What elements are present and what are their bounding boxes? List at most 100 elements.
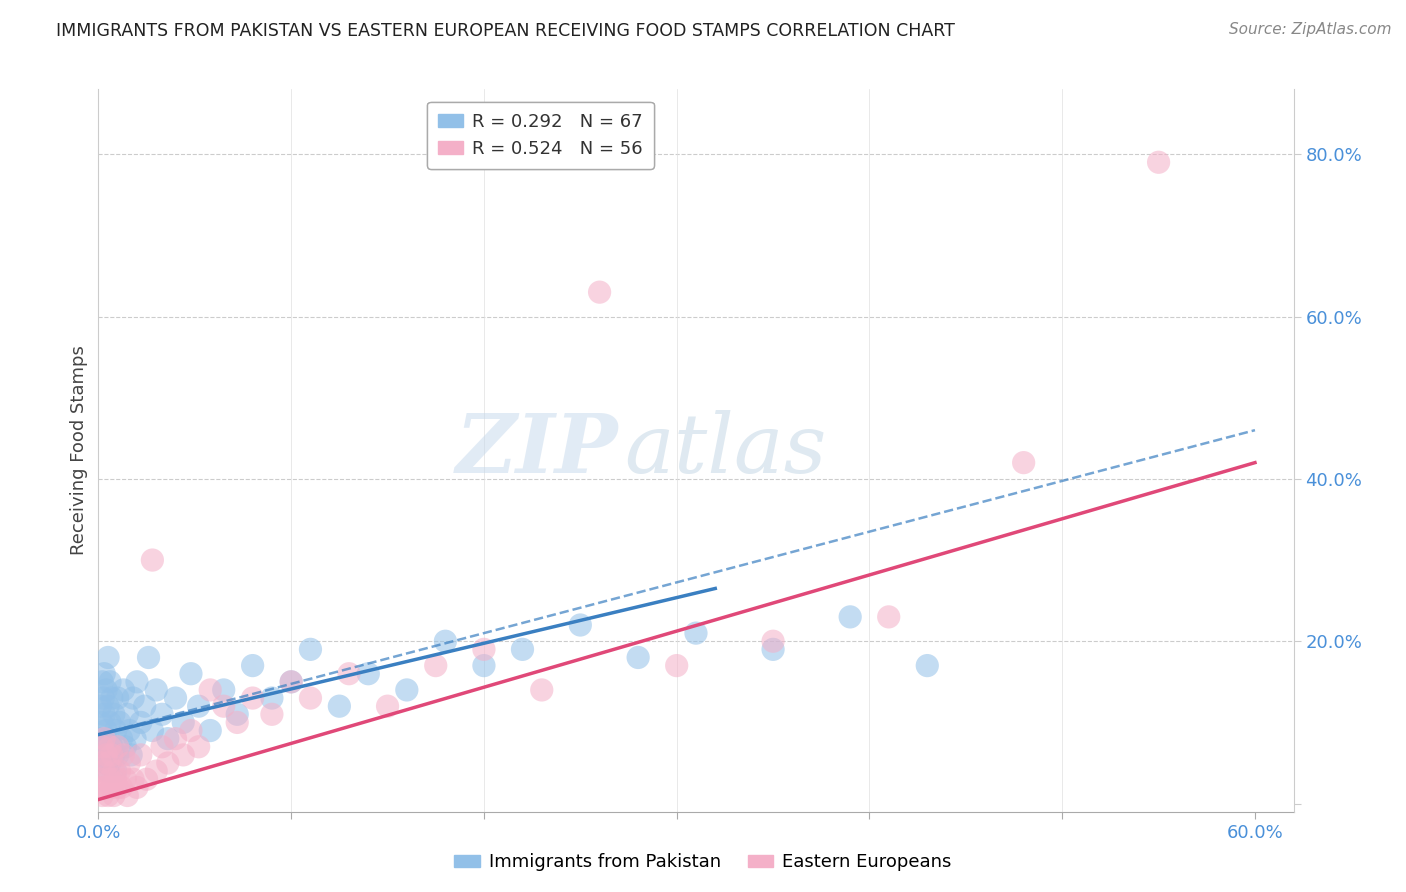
- Point: [107, 747, 129, 762]
- Point: [129, 747, 152, 762]
- Point: [1012, 456, 1035, 470]
- Point: [104, 764, 127, 778]
- Point: [97, 756, 120, 770]
- Point: [134, 699, 156, 714]
- Point: [101, 747, 124, 762]
- Point: [90, 780, 112, 795]
- Point: [101, 691, 124, 706]
- Point: [165, 691, 187, 706]
- Point: [108, 764, 131, 778]
- Point: [377, 699, 399, 714]
- Point: [91, 691, 114, 706]
- Point: [212, 682, 235, 697]
- Point: [103, 747, 125, 762]
- Point: [212, 699, 235, 714]
- Point: [472, 658, 495, 673]
- Point: [425, 658, 447, 673]
- Point: [91, 739, 114, 754]
- Point: [200, 723, 222, 738]
- Point: [165, 731, 187, 746]
- Point: [98, 756, 121, 770]
- Point: [280, 674, 302, 689]
- Point: [588, 285, 610, 300]
- Point: [156, 756, 179, 770]
- Point: [665, 658, 688, 673]
- Point: [125, 780, 148, 795]
- Point: [98, 715, 121, 730]
- Point: [242, 691, 264, 706]
- Point: [180, 666, 202, 681]
- Point: [145, 682, 167, 697]
- Point: [93, 666, 115, 681]
- Point: [187, 699, 209, 714]
- Point: [917, 658, 939, 673]
- Point: [141, 723, 163, 738]
- Point: [434, 634, 457, 648]
- Point: [839, 610, 862, 624]
- Point: [877, 610, 900, 624]
- Point: [94, 682, 117, 697]
- Point: [260, 691, 283, 706]
- Point: [172, 747, 194, 762]
- Point: [114, 772, 136, 787]
- Point: [112, 682, 135, 697]
- Point: [138, 650, 160, 665]
- Legend: Immigrants from Pakistan, Eastern Europeans: Immigrants from Pakistan, Eastern Europe…: [447, 847, 959, 879]
- Point: [530, 682, 553, 697]
- Point: [569, 618, 592, 632]
- Point: [145, 764, 167, 778]
- Point: [156, 731, 179, 746]
- Legend: R = 0.292   N = 67, R = 0.524   N = 56: R = 0.292 N = 67, R = 0.524 N = 56: [427, 102, 654, 169]
- Point: [107, 739, 129, 754]
- Point: [91, 674, 114, 689]
- Point: [762, 634, 785, 648]
- Point: [103, 707, 125, 722]
- Text: IMMIGRANTS FROM PAKISTAN VS EASTERN EUROPEAN RECEIVING FOOD STAMPS CORRELATION C: IMMIGRANTS FROM PAKISTAN VS EASTERN EURO…: [56, 22, 955, 40]
- Point: [98, 739, 121, 754]
- Point: [328, 699, 350, 714]
- Point: [103, 789, 125, 803]
- Point: [103, 764, 125, 778]
- Point: [122, 691, 145, 706]
- Text: ZIP: ZIP: [456, 410, 619, 491]
- Point: [89, 731, 111, 746]
- Point: [200, 682, 222, 697]
- Point: [357, 666, 380, 681]
- Point: [93, 747, 115, 762]
- Point: [107, 780, 129, 795]
- Point: [104, 723, 127, 738]
- Point: [337, 666, 360, 681]
- Point: [94, 780, 117, 795]
- Point: [98, 674, 121, 689]
- Point: [762, 642, 785, 657]
- Point: [512, 642, 534, 657]
- Point: [395, 682, 418, 697]
- Point: [114, 739, 136, 754]
- Point: [97, 731, 120, 746]
- Point: [90, 715, 112, 730]
- Point: [112, 747, 135, 762]
- Point: [93, 731, 115, 746]
- Point: [135, 772, 157, 787]
- Point: [141, 553, 163, 567]
- Point: [101, 780, 124, 795]
- Point: [93, 764, 115, 778]
- Point: [472, 642, 495, 657]
- Point: [187, 739, 209, 754]
- Point: [91, 789, 114, 803]
- Point: [299, 642, 322, 657]
- Point: [242, 658, 264, 673]
- Point: [124, 731, 146, 746]
- Point: [118, 756, 141, 770]
- Y-axis label: Receiving Food Stamps: Receiving Food Stamps: [70, 345, 89, 556]
- Point: [226, 707, 249, 722]
- Point: [91, 739, 114, 754]
- Point: [89, 756, 111, 770]
- Point: [122, 772, 145, 787]
- Point: [93, 707, 115, 722]
- Point: [180, 723, 202, 738]
- Point: [118, 723, 141, 738]
- Point: [125, 674, 148, 689]
- Point: [104, 772, 127, 787]
- Point: [299, 691, 322, 706]
